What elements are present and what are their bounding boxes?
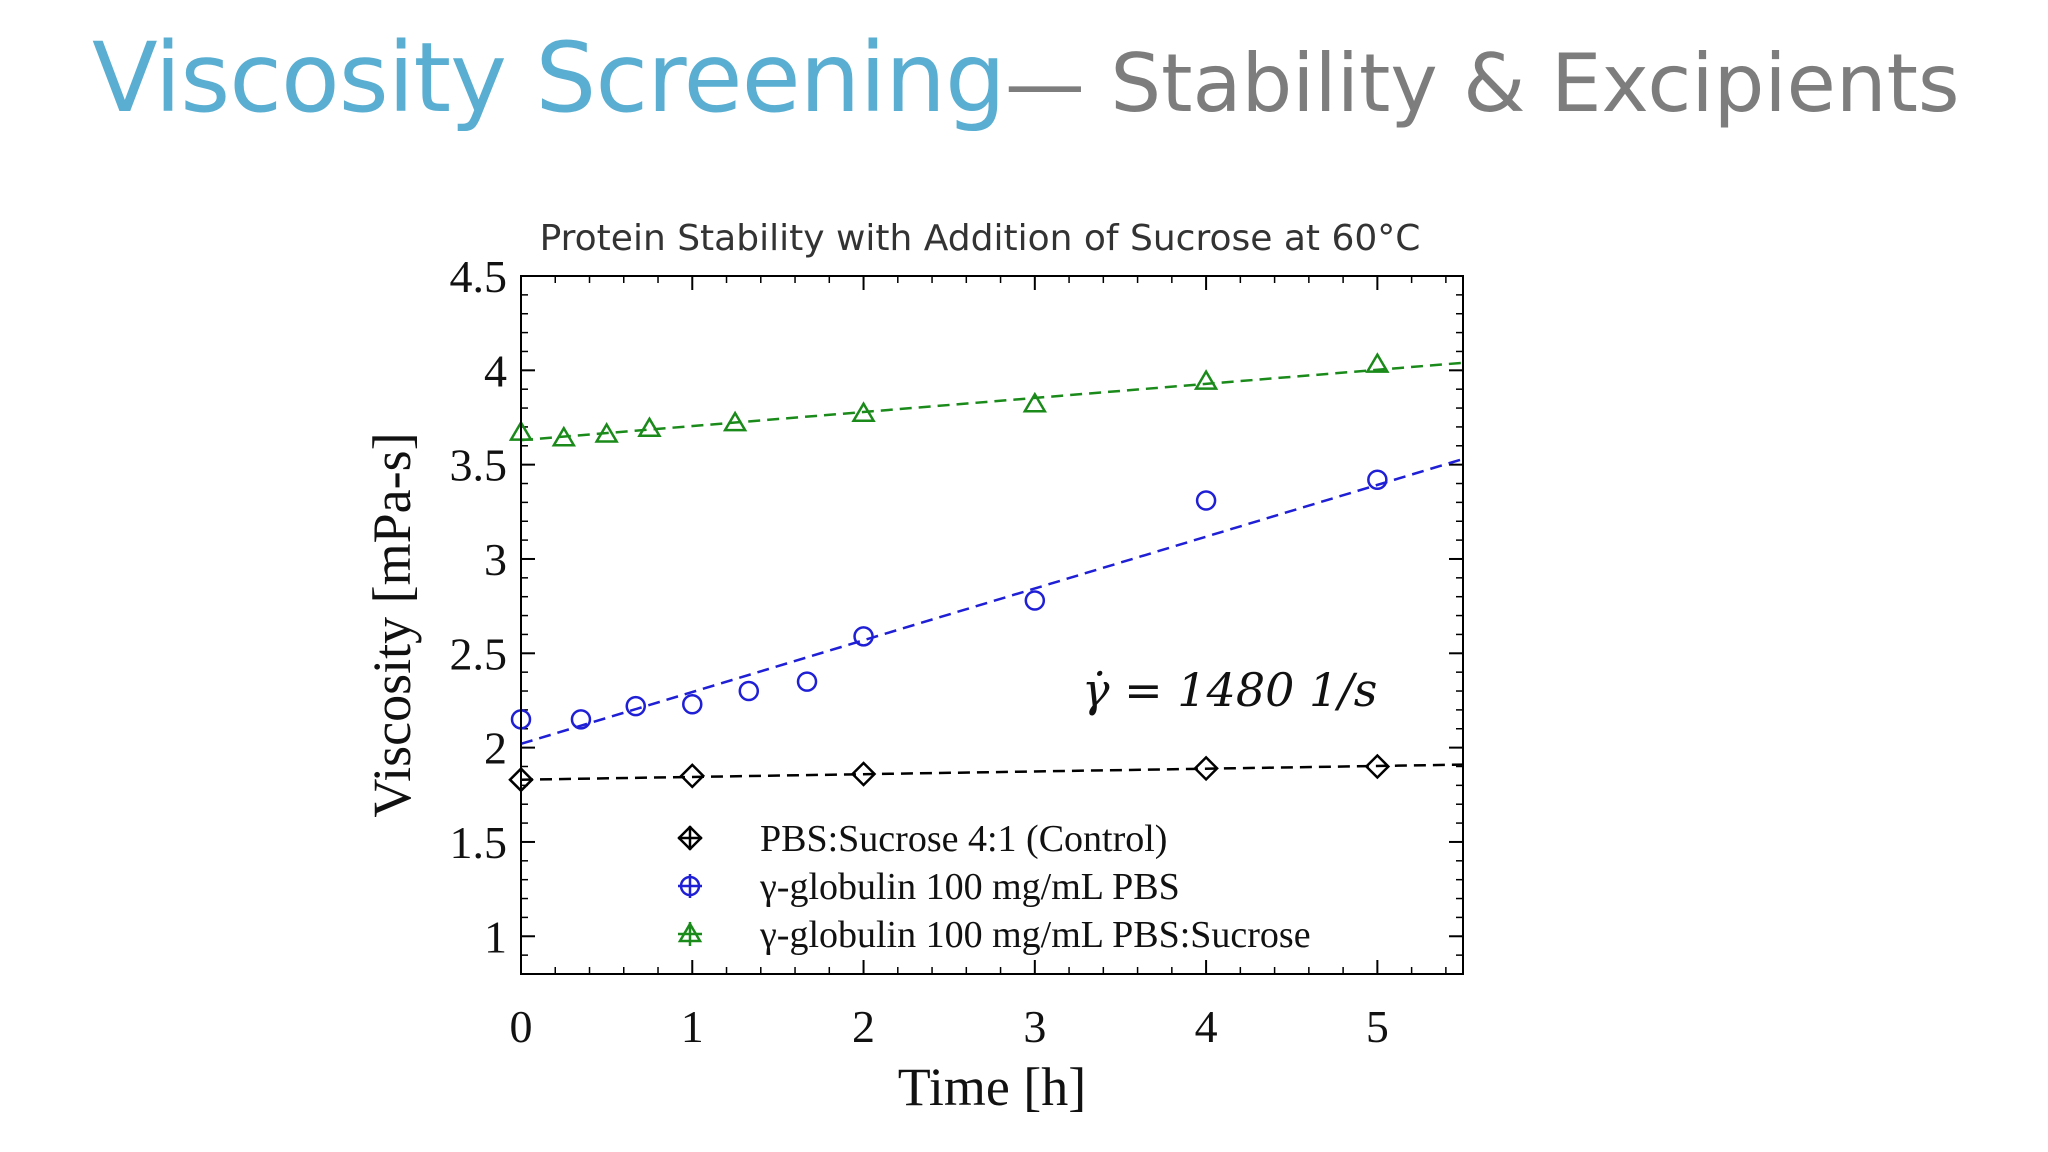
x-tick-label: 0 [510, 1001, 533, 1052]
y-tick-label: 1 [484, 911, 507, 962]
data-point-series-0 [679, 763, 706, 789]
data-point-series-2 [722, 410, 748, 432]
data-point-series-1 [1195, 490, 1217, 511]
fit-line-series-2 [520, 361, 1464, 442]
data-point-series-1 [1367, 469, 1388, 490]
slide-title-main: Viscosity Screening [92, 22, 1006, 134]
data-point-series-2 [1022, 391, 1048, 413]
data-point-series-2 [551, 425, 577, 447]
data-point-series-0 [850, 761, 877, 787]
data-point-series-2 [1193, 369, 1219, 390]
legend-label-2: γ-globulin 100 mg/mL PBS:Sucrose [759, 914, 1311, 956]
legend-label-0: PBS:Sucrose 4:1 (Control) [760, 818, 1167, 860]
shear-rate-annotation: γ̇ = 1480 1/s [1082, 663, 1377, 717]
y-tick-label: 2.5 [450, 628, 508, 679]
data-point-series-2 [1365, 352, 1390, 373]
data-point-series-2 [851, 401, 876, 422]
y-tick-labels: 1 1.5 2 2.5 3 3.5 4 4.5 [450, 251, 508, 962]
data-point-series-0 [1193, 755, 1219, 782]
x-tick-label: 3 [1023, 1001, 1046, 1052]
data-point-series-0 [1364, 753, 1391, 780]
y-axis-label: Viscosity [mPa-s] [362, 432, 422, 817]
chart-title: Protein Stability with Addition of Sucro… [540, 218, 1421, 259]
y-tick-label: 3 [484, 534, 507, 585]
data-markers [508, 352, 1391, 793]
legend-label-1: γ-globulin 100 mg/mL PBS [759, 866, 1180, 908]
data-point-series-2 [594, 421, 619, 443]
x-tick-label: 4 [1195, 1001, 1218, 1052]
data-point-series-1 [1024, 590, 1046, 611]
data-point-series-1 [682, 693, 703, 715]
data-point-series-1 [853, 626, 874, 647]
data-point-series-1 [796, 671, 818, 692]
data-point-series-1 [625, 695, 647, 717]
x-tick-label: 5 [1366, 1001, 1389, 1052]
x-tick-label: 1 [681, 1001, 704, 1052]
y-tick-label: 4 [484, 345, 507, 396]
data-point-series-2 [637, 416, 662, 438]
y-tick-label: 4.5 [450, 251, 508, 302]
tick-marks [520, 275, 1463, 974]
y-tick-label: 2 [484, 723, 507, 774]
fit-lines [520, 361, 1464, 781]
y-tick-label: 3.5 [450, 440, 508, 491]
x-tick-labels: 0 1 2 3 4 5 [510, 1001, 1389, 1052]
y-tick-label: 1.5 [450, 817, 508, 868]
fit-line-series-1 [520, 457, 1464, 746]
x-axis-label: Time [h] [898, 1057, 1087, 1117]
data-point-series-1 [738, 680, 760, 702]
x-tick-label: 2 [852, 1001, 875, 1052]
slide-title: Viscosity Screening— Stability & Excipie… [92, 22, 1960, 134]
legend: PBS:Sucrose 4:1 (Control) γ-globulin 100 … [677, 818, 1311, 956]
plot-frame [520, 275, 1464, 975]
data-point-series-1 [570, 709, 592, 730]
slide-title-sub: — Stability & Excipients [1004, 37, 1960, 130]
fit-line-series-0 [520, 763, 1464, 781]
